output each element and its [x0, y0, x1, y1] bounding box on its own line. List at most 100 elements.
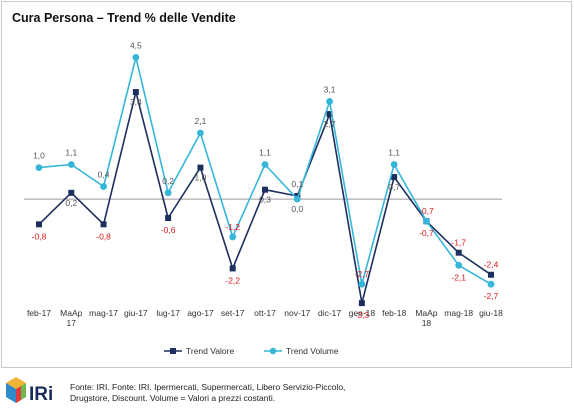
- data-point-valore: [100, 221, 107, 228]
- data-point-valore: [488, 271, 494, 278]
- x-tick-label-line: lug-17: [156, 308, 180, 318]
- x-tick-label-line: gen-18: [349, 308, 376, 318]
- data-label-valore: 0,1: [291, 179, 303, 189]
- legend-marker-volume: [269, 347, 277, 355]
- data-point-volume: [261, 161, 269, 168]
- x-tick-label-line: nov-17: [284, 308, 310, 318]
- source-line-1: Fonte: IRI. Fonte: IRI. Ipermercati, Sup…: [70, 382, 346, 392]
- data-point-valore: [197, 164, 204, 171]
- data-point-valore: [229, 265, 236, 272]
- data-point-volume: [229, 233, 237, 241]
- data-label-volume: 1,1: [388, 147, 400, 157]
- x-tick-label-line: mag-17: [89, 308, 118, 318]
- x-tick-label: giu-18: [479, 308, 503, 318]
- data-point-valore: [165, 215, 172, 222]
- data-label-volume: 1,1: [65, 147, 77, 157]
- x-tick-label-line: giu-17: [124, 308, 148, 318]
- data-label-valore: -0,8: [32, 231, 47, 241]
- data-label-volume: 1,0: [33, 151, 45, 161]
- source-note: Fonte: IRI. Fonte: IRI. Ipermercati, Sup…: [70, 382, 570, 404]
- data-point-volume: [390, 161, 398, 168]
- data-label-volume: 0,0: [291, 204, 303, 214]
- x-tick-label: set-17: [221, 308, 245, 318]
- x-tick-label: ago-17: [187, 308, 214, 318]
- data-point-valore: [455, 249, 462, 256]
- x-tick-label-line: ago-17: [187, 308, 214, 318]
- chart-title: Cura Persona – Trend % delle Vendite: [12, 11, 236, 25]
- data-label-volume: 1,1: [259, 147, 271, 157]
- data-label-valore: 0,2: [65, 198, 77, 208]
- data-point-valore: [132, 89, 139, 96]
- data-label-valore: -1,7: [451, 238, 466, 248]
- x-tick-label-line: dic-17: [318, 308, 341, 318]
- data-point-valore: [326, 111, 333, 118]
- data-point-valore: [262, 186, 268, 193]
- x-tick-label: mag-17: [89, 308, 118, 318]
- x-tick-label-line: MaAp: [415, 308, 437, 318]
- data-label-valore: -0,6: [161, 225, 176, 235]
- data-point-volume: [423, 217, 430, 225]
- data-label-volume: -2,1: [451, 272, 466, 282]
- chart-frame: Cura Persona – Trend % delle Vendite -0,…: [1, 1, 572, 368]
- x-tick-label-line: 18: [422, 318, 432, 328]
- x-tick-label-line: giu-18: [479, 308, 503, 318]
- legend-label-volume: Trend Volume: [286, 346, 339, 356]
- source-line-2: Drugstore, Discount. Volume = Valori a p…: [70, 393, 276, 403]
- data-label-valore: 3,4: [130, 97, 142, 107]
- legend-marker-valore: [170, 348, 176, 354]
- data-label-valore: 1,0: [195, 173, 207, 183]
- chart-plot: -0,8 0,2 -0,8 3,4 -0,6 1,0 -2,2 0,3 0,1 2,7 -3,3 0,…: [24, 40, 503, 356]
- data-label-volume: 0,4: [98, 170, 110, 180]
- data-label-volume: 4,5: [130, 40, 142, 50]
- x-tick-label: ott-17: [254, 308, 276, 318]
- data-label-valore: -0,7: [419, 228, 434, 238]
- data-point-volume: [197, 129, 204, 137]
- data-label-volume: -2,7: [355, 269, 370, 279]
- x-tick-label-line: set-17: [221, 308, 245, 318]
- logo-cube-left: [6, 383, 16, 403]
- x-tick-label: MaAp 18: [415, 308, 437, 328]
- footer: IRi Fonte: IRI. Fonte: IRI. Ipermercati,…: [0, 369, 574, 412]
- x-tick-label: gen-18: [349, 308, 376, 318]
- x-tick-label: dic-17: [318, 308, 341, 318]
- data-point-volume: [455, 261, 463, 269]
- data-label-volume: -0,7: [419, 206, 434, 216]
- x-tick-label-line: feb-17: [27, 308, 51, 318]
- x-tick-label: lug-17: [156, 308, 180, 318]
- x-tick-label: mag-18: [444, 308, 473, 318]
- data-point-valore: [358, 300, 365, 307]
- data-point-valore: [68, 189, 75, 196]
- logo-cube-accent: [16, 386, 21, 403]
- x-tick-label: feb-17: [27, 308, 51, 318]
- x-tick-label-line: ott-17: [254, 308, 276, 318]
- data-point-volume: [358, 280, 366, 288]
- x-tick-label: giu-17: [124, 308, 148, 318]
- x-tick-label: nov-17: [284, 308, 310, 318]
- data-point-volume: [164, 189, 172, 197]
- data-point-volume: [67, 161, 75, 168]
- data-point-volume: [35, 164, 43, 172]
- data-label-valore: 2,7: [324, 119, 336, 129]
- x-tick-label-line: mag-18: [444, 308, 473, 318]
- iri-logo: IRi: [6, 377, 53, 405]
- data-point-volume: [326, 98, 333, 105]
- data-label-valore: 0,3: [259, 195, 271, 205]
- data-label-valore: -2,2: [225, 275, 240, 285]
- data-point-volume: [100, 183, 107, 190]
- data-label-volume: 2,1: [195, 116, 207, 126]
- data-label-volume: 3,1: [324, 84, 336, 94]
- x-tick-label: MaAp 17: [60, 308, 82, 328]
- legend-label-valore: Trend Valore: [186, 346, 234, 356]
- logo-text: IRi: [29, 384, 53, 405]
- data-label-valore: 0,7: [388, 182, 400, 192]
- data-label-volume: -2,7: [484, 291, 499, 301]
- data-label-volume: 0,2: [162, 176, 174, 186]
- x-tick-label-line: MaAp: [60, 308, 82, 318]
- data-point-valore: [391, 174, 398, 181]
- x-tick-label-line: feb-18: [382, 308, 406, 318]
- data-label-valore: -2,4: [484, 260, 499, 270]
- data-label-valore: -0,8: [96, 231, 111, 241]
- data-point-volume: [132, 53, 140, 61]
- data-label-volume: -1,2: [225, 222, 240, 232]
